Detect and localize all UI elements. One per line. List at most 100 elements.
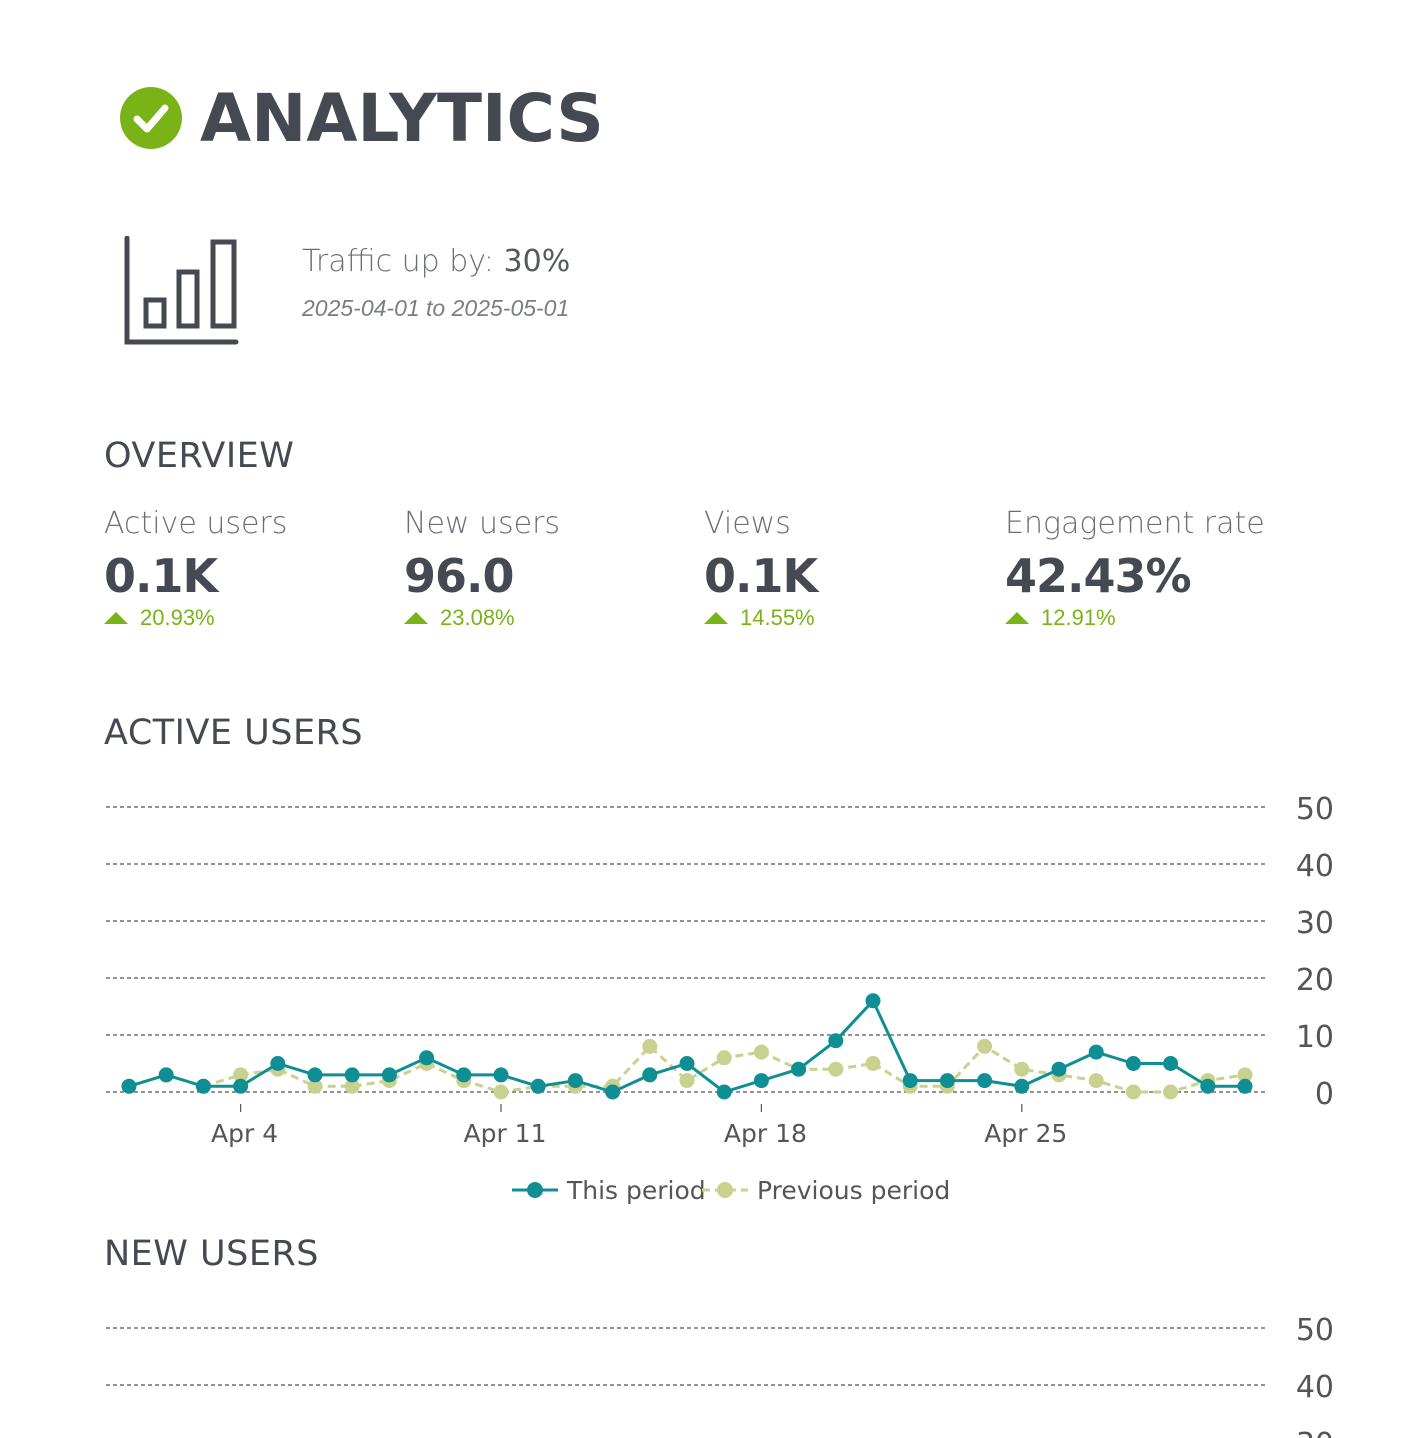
data-point xyxy=(1088,1044,1104,1060)
metric-label: Active users xyxy=(104,506,288,541)
data-point xyxy=(716,1050,732,1066)
data-point xyxy=(828,1033,844,1049)
data-point xyxy=(233,1067,249,1083)
bar-chart-icon xyxy=(124,236,239,345)
data-point xyxy=(493,1084,509,1100)
overview-heading: OVERVIEW xyxy=(104,436,295,476)
check-circle-icon xyxy=(120,87,182,149)
data-point xyxy=(1125,1084,1141,1100)
data-point xyxy=(642,1067,658,1083)
data-point xyxy=(939,1073,955,1089)
metric-change-value: 14.55% xyxy=(740,605,815,630)
data-point xyxy=(1125,1056,1141,1071)
legend-marker xyxy=(527,1182,543,1198)
data-point xyxy=(1163,1084,1179,1100)
data-point xyxy=(1237,1067,1253,1083)
page-title: ANALYTICS xyxy=(200,79,604,157)
data-point xyxy=(865,993,881,1009)
data-point xyxy=(493,1067,509,1083)
data-point xyxy=(605,1084,621,1100)
metric-value: 42.43% xyxy=(1005,549,1192,603)
date-range: 2025-04-01 to 2025-05-01 xyxy=(302,295,570,321)
data-point xyxy=(977,1038,993,1054)
data-point xyxy=(419,1050,435,1066)
metric-active-users: Active users 0.1K 20.93% xyxy=(104,506,404,631)
metric-change: 14.55% xyxy=(704,605,1004,631)
data-point xyxy=(716,1084,732,1100)
data-point xyxy=(270,1056,286,1071)
data-point xyxy=(121,1078,137,1094)
overview-metrics: Active users 0.1K 20.93% New users 96.0 … xyxy=(104,506,1324,636)
x-tick-label: Apr 4 xyxy=(211,1119,278,1148)
metric-change: 23.08% xyxy=(404,605,704,631)
data-point xyxy=(679,1073,695,1089)
y-tick-label: 30 xyxy=(1296,1427,1334,1438)
data-point xyxy=(1237,1078,1253,1094)
data-point xyxy=(977,1073,993,1089)
metric-views: Views 0.1K 14.55% xyxy=(704,506,1004,631)
traffic-label: Traffic up by: xyxy=(302,244,504,279)
new-users-chart: 30 40 50 xyxy=(106,1313,1334,1438)
data-point xyxy=(307,1078,323,1094)
metric-value: 0.1K xyxy=(104,549,218,603)
new-users-heading: NEW USERS xyxy=(104,1234,320,1274)
traffic-headline: Traffic up by: 30% xyxy=(302,244,570,279)
y-tick-label: 40 xyxy=(1296,1370,1334,1405)
data-point xyxy=(1014,1078,1030,1094)
data-point xyxy=(1014,1061,1030,1077)
y-tick-label: 10 xyxy=(1296,1020,1334,1055)
metric-change: 12.91% xyxy=(1005,605,1305,631)
metric-value: 96.0 xyxy=(404,549,515,603)
data-point xyxy=(567,1073,583,1089)
data-point xyxy=(233,1078,249,1094)
data-point xyxy=(307,1067,323,1083)
metric-label: Views xyxy=(704,506,791,541)
legend-label: Previous period xyxy=(757,1176,950,1205)
data-point xyxy=(344,1067,360,1083)
x-tick-label: Apr 25 xyxy=(984,1119,1067,1148)
y-tick-label: 50 xyxy=(1296,792,1334,827)
data-point xyxy=(642,1038,658,1054)
up-arrow-icon xyxy=(1005,612,1029,624)
active-users-heading: ACTIVE USERS xyxy=(104,713,364,753)
up-arrow-icon xyxy=(704,612,728,624)
up-arrow-icon xyxy=(404,612,428,624)
data-point xyxy=(1163,1056,1179,1071)
metric-change-value: 20.93% xyxy=(140,605,215,630)
data-point xyxy=(530,1078,546,1094)
metric-change-value: 23.08% xyxy=(440,605,515,630)
data-point xyxy=(679,1056,695,1071)
metric-change: 20.93% xyxy=(104,605,404,631)
page-header: ANALYTICS xyxy=(120,78,604,158)
data-point xyxy=(381,1067,397,1083)
data-point xyxy=(456,1067,472,1083)
data-point xyxy=(195,1078,211,1094)
metric-new-users: New users 96.0 23.08% xyxy=(404,506,704,631)
y-tick-label: 40 xyxy=(1296,849,1334,884)
data-point xyxy=(158,1067,174,1083)
metric-value: 0.1K xyxy=(704,549,818,603)
data-point xyxy=(753,1073,769,1089)
y-tick-label: 20 xyxy=(1296,963,1334,998)
data-point xyxy=(1051,1061,1067,1077)
data-point xyxy=(1088,1073,1104,1089)
traffic-value: 30% xyxy=(503,244,571,279)
y-tick-label: 50 xyxy=(1296,1313,1334,1348)
metric-label: Engagement rate xyxy=(1005,506,1265,541)
data-point xyxy=(902,1073,918,1089)
legend-label: This period xyxy=(566,1176,706,1205)
data-point xyxy=(791,1061,807,1077)
legend-marker xyxy=(717,1182,733,1198)
data-point xyxy=(865,1056,881,1071)
metric-change-value: 12.91% xyxy=(1041,605,1116,630)
x-tick-label: Apr 18 xyxy=(724,1119,807,1148)
x-tick-label: Apr 11 xyxy=(463,1119,546,1148)
metric-engagement-rate: Engagement rate 42.43% 12.91% xyxy=(1005,506,1305,631)
data-point xyxy=(1200,1078,1216,1094)
data-point xyxy=(753,1044,769,1060)
metric-label: New users xyxy=(404,506,561,541)
y-tick-label: 30 xyxy=(1296,906,1334,941)
active-users-chart: 0 10 20 30 40 50 Apr 4 Apr 11 Apr 18 Apr 25 This p… xyxy=(106,792,1334,1205)
data-point xyxy=(344,1078,360,1094)
y-tick-label: 0 xyxy=(1315,1077,1334,1112)
